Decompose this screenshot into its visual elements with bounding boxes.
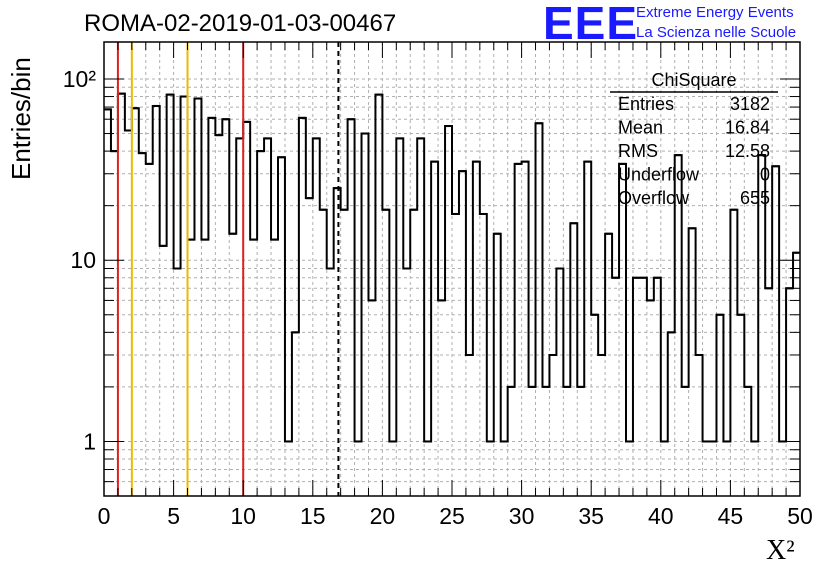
chart-title: ROMA-02-2019-01-03-00467 [84,10,397,37]
histogram-bars [104,92,800,443]
stats-row-value: 16.84 [725,118,770,138]
stats-row-label: Underflow [618,165,700,185]
stats-row-value: 3182 [730,94,770,114]
histogram-outline [104,92,800,443]
logo-line-1: Extreme Energy Events [636,4,794,21]
x-tick-label: 20 [370,503,396,529]
axes: 0 5 10 15 20 25 30 35 40 45 50 1 10 10² [63,41,813,529]
x-tick-label: 30 [509,503,535,529]
y-axis-label: Entries/bin [6,57,36,180]
x-tick-label: 40 [648,503,674,529]
x-tick-label: 10 [230,503,256,529]
x-tick-label: 50 [787,503,813,529]
x-tick-label: 45 [718,503,744,529]
stats-box: ChiSquare Entries 3182 Mean 16.84 RMS 12.58 Und… [610,70,778,208]
stats-title: ChiSquare [651,70,736,90]
stats-row-label: Mean [618,118,663,138]
x-tick-label: 35 [578,503,604,529]
x-tick-label: 5 [167,503,180,529]
stats-row-label: Overflow [618,188,690,208]
stats-row-value: 0 [760,165,770,185]
x-tick-label: 15 [300,503,326,529]
y-tick-label: 1 [83,428,96,454]
stats-row-label: Entries [618,94,674,114]
stats-row-label: RMS [618,141,658,161]
x-tick-label: 0 [98,503,111,529]
logo-line-2: La Scienza nelle Scuole [636,24,797,41]
y-tick-label: 10² [63,66,97,92]
stats-row-value: 655 [740,188,770,208]
x-tick-label: 25 [439,503,465,529]
stats-row-value: 12.58 [725,141,770,161]
eee-logo: EEE [543,0,639,49]
x-axis-label: X² [766,535,795,566]
y-tick-label: 10 [70,247,96,273]
marker-lines [116,42,340,496]
